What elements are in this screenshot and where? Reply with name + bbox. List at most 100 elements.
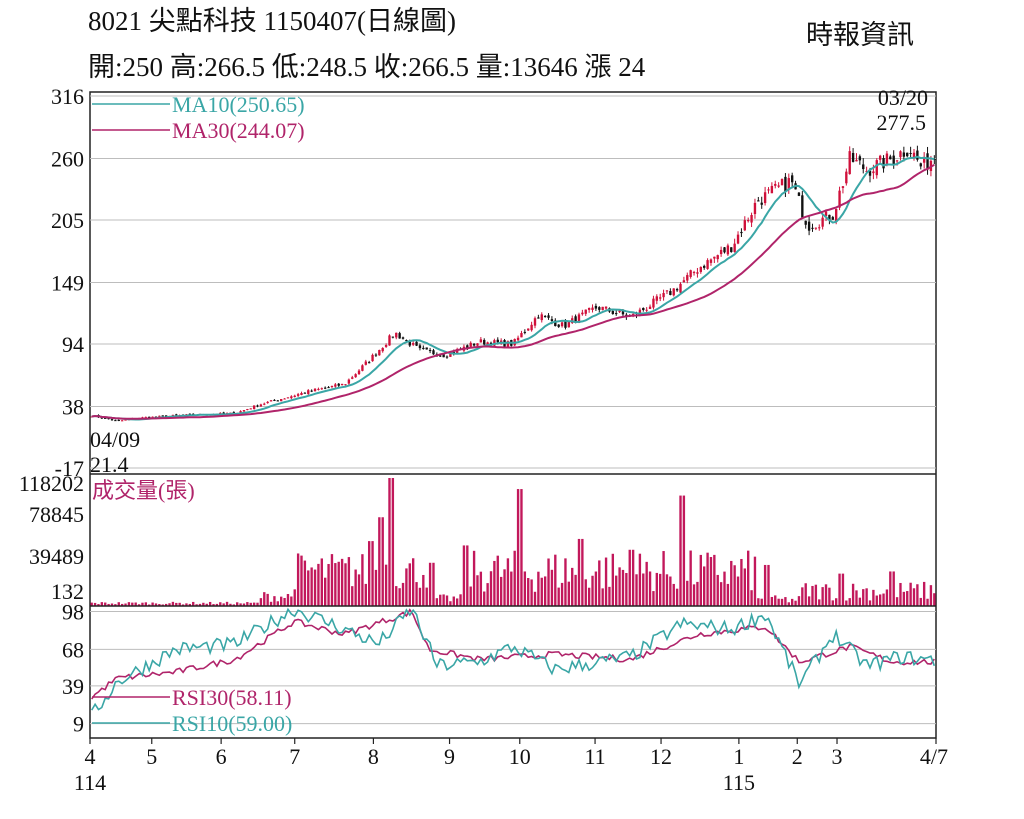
candle-body (300, 392, 303, 395)
candle-body (547, 315, 550, 318)
candle-body (107, 418, 110, 420)
candle-body (587, 307, 591, 310)
candle-body (862, 164, 865, 170)
candle-body (774, 183, 777, 186)
volume-bar (638, 553, 642, 606)
candle-body (601, 306, 604, 311)
volume-bar (432, 562, 435, 606)
candle-body (763, 192, 767, 204)
candle-body (659, 297, 662, 299)
volume-bar (381, 517, 384, 606)
month-label: 1 (733, 744, 744, 769)
candle-body (428, 350, 432, 352)
candle-body (361, 365, 364, 371)
volume-bar (909, 582, 912, 606)
volume-bar (804, 583, 807, 606)
candle-body (750, 215, 753, 223)
volume-bar (503, 569, 506, 606)
volume-bar (665, 574, 669, 606)
volume-bar (351, 586, 354, 606)
candle-body (286, 397, 290, 399)
volume-bar (280, 596, 283, 606)
volume-bar (811, 585, 814, 606)
volume-bar (608, 586, 611, 606)
candle-body (472, 343, 476, 346)
volume-bar (689, 550, 692, 606)
candle-body (679, 283, 682, 293)
candle-body (398, 333, 401, 339)
source-label: 時報資訊 (806, 20, 914, 50)
volume-bar (178, 602, 181, 606)
volume-bar (929, 585, 933, 606)
candle-body (807, 221, 811, 231)
volume-bar (648, 571, 652, 606)
volume-bar (824, 584, 828, 606)
price-tick-label: 38 (62, 395, 84, 420)
chart-frame (89, 91, 937, 739)
candle-body (899, 151, 902, 158)
volume-bar (293, 589, 296, 606)
volume-bar (709, 557, 713, 606)
volume-bar (615, 575, 618, 606)
candle-body (665, 290, 669, 292)
ma10-line (91, 155, 935, 421)
volume-bar (716, 574, 719, 606)
volume-bar (726, 583, 730, 606)
candle-body (276, 400, 279, 402)
candle-body (259, 404, 263, 407)
candle-body (591, 307, 594, 310)
volume-bar (547, 558, 550, 606)
volume-bar (631, 549, 635, 606)
volume-bar (740, 558, 743, 606)
candle-body (604, 306, 608, 309)
candle-body (391, 336, 395, 338)
candle-body (242, 410, 246, 412)
volume-bar (168, 603, 171, 606)
year-label-start: 114 (74, 770, 106, 795)
candle-body (909, 153, 912, 155)
volume-bar (222, 603, 225, 606)
candle-body (381, 348, 384, 352)
volume-bar (455, 598, 459, 606)
volume-bar (151, 602, 154, 606)
candle-body (408, 341, 411, 346)
volume-bar (540, 577, 543, 606)
volume-bar (784, 597, 787, 606)
candle-body (175, 414, 178, 416)
candle-body (885, 153, 889, 166)
month-label: 10 (509, 744, 531, 769)
volume-bar (290, 596, 293, 606)
candle-body (550, 319, 554, 321)
candle-body (222, 412, 225, 414)
ma30-line (91, 163, 935, 420)
volume-bar (472, 550, 476, 606)
candle-body (354, 374, 357, 378)
volume-bar (797, 596, 801, 606)
candle-body (520, 333, 523, 338)
volume-bar (435, 598, 439, 606)
volume-bar (320, 558, 323, 606)
volume-bar (246, 602, 249, 606)
candle-body (598, 307, 601, 310)
candle-body (790, 175, 794, 183)
candle-body (384, 345, 388, 347)
month-label: 6 (216, 744, 227, 769)
volume-bar (858, 597, 862, 606)
volume-bar (906, 591, 909, 606)
price-tick-label: 316 (51, 84, 84, 109)
candle-body (506, 341, 510, 348)
volume-bar (672, 583, 675, 606)
candle-body (878, 155, 882, 160)
candle-body (692, 272, 696, 274)
volume-bar (865, 588, 868, 606)
volume-bar (367, 541, 371, 606)
candle-body (327, 387, 330, 389)
volume-bar (442, 594, 445, 606)
candle-body (719, 249, 723, 255)
candle-body (395, 332, 398, 338)
volume-bar (466, 545, 469, 606)
volume-bar (780, 598, 784, 606)
volume-bar (645, 561, 648, 606)
